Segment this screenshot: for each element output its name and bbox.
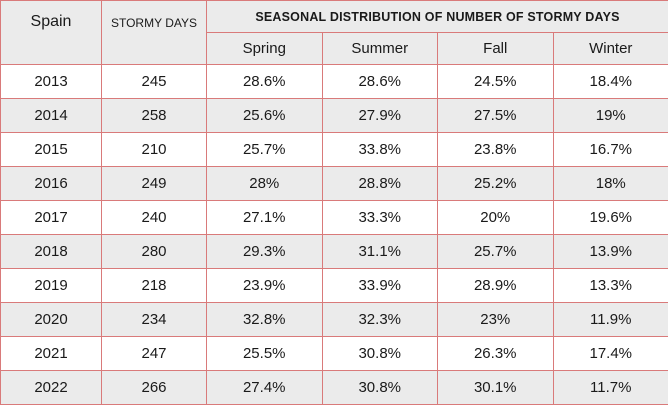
table-row: 2015 210 25.7% 33.8% 23.8% 16.7%	[0, 132, 668, 167]
stormy-days-cell: 249	[101, 166, 207, 201]
summer-cell: 30.8%	[321, 370, 438, 405]
summer-cell: 27.9%	[321, 98, 438, 133]
year-cell: 2016	[0, 166, 102, 201]
spring-cell: 25.7%	[206, 132, 323, 167]
spring-cell: 23.9%	[206, 268, 323, 303]
summer-cell: 33.9%	[321, 268, 438, 303]
year-cell: 2019	[0, 268, 102, 303]
year-cell: 2015	[0, 132, 102, 167]
summer-cell: 33.3%	[321, 200, 438, 235]
summer-cell: 32.3%	[321, 302, 438, 337]
summer-cell: 33.8%	[321, 132, 438, 167]
stormy-days-cell: 247	[101, 336, 207, 371]
spring-cell: 32.8%	[206, 302, 323, 337]
year-cell: 2022	[0, 370, 102, 405]
year-cell: 2017	[0, 200, 102, 235]
stormy-days-cell: 240	[101, 200, 207, 235]
stormy-days-cell: 258	[101, 98, 207, 133]
spring-cell: 27.4%	[206, 370, 323, 405]
winter-cell: 19%	[552, 98, 668, 133]
winter-cell: 17.4%	[552, 336, 668, 371]
spring-cell: 25.6%	[206, 98, 323, 133]
fall-cell: 25.2%	[437, 166, 554, 201]
year-column-header: Spain	[0, 0, 102, 65]
stormy-days-cell: 280	[101, 234, 207, 269]
spring-cell: 28.6%	[206, 64, 323, 99]
year-cell: 2013	[0, 64, 102, 99]
fall-cell: 26.3%	[437, 336, 554, 371]
fall-cell: 24.5%	[437, 64, 554, 99]
fall-cell: 30.1%	[437, 370, 554, 405]
winter-cell: 18%	[552, 166, 668, 201]
table-row: 2016 249 28% 28.8% 25.2% 18%	[0, 166, 668, 201]
spring-cell: 28%	[206, 166, 323, 201]
stormy-days-cell: 245	[101, 64, 207, 99]
winter-cell: 11.9%	[552, 302, 668, 337]
season-header-summer: Summer	[321, 32, 438, 65]
winter-cell: 16.7%	[552, 132, 668, 167]
table-row: 2019 218 23.9% 33.9% 28.9% 13.3%	[0, 268, 668, 303]
table-row: 2014 258 25.6% 27.9% 27.5% 19%	[0, 98, 668, 133]
spring-cell: 25.5%	[206, 336, 323, 371]
table-row: 2021 247 25.5% 30.8% 26.3% 17.4%	[0, 336, 668, 371]
summer-cell: 28.6%	[321, 64, 438, 99]
fall-cell: 23.8%	[437, 132, 554, 167]
stormy-days-column-header: STORMY DAYS	[101, 0, 207, 65]
stormy-days-cell: 234	[101, 302, 207, 337]
fall-cell: 20%	[437, 200, 554, 235]
stormy-days-cell: 266	[101, 370, 207, 405]
fall-cell: 25.7%	[437, 234, 554, 269]
table-row: 2017 240 27.1% 33.3% 20% 19.6%	[0, 200, 668, 235]
seasonal-distribution-header: SEASONAL DISTRIBUTION OF NUMBER OF STORM…	[205, 0, 668, 33]
year-cell: 2020	[0, 302, 102, 337]
spring-cell: 27.1%	[206, 200, 323, 235]
winter-cell: 19.6%	[552, 200, 668, 235]
table-row: 2018 280 29.3% 31.1% 25.7% 13.9%	[0, 234, 668, 269]
table-row: 2022 266 27.4% 30.8% 30.1% 11.7%	[0, 370, 668, 405]
stormy-days-cell: 210	[101, 132, 207, 167]
year-cell: 2021	[0, 336, 102, 371]
table-row: 2013 245 28.6% 28.6% 24.5% 18.4%	[0, 64, 668, 99]
winter-cell: 13.3%	[552, 268, 668, 303]
table-row: 2020 234 32.8% 32.3% 23% 11.9%	[0, 302, 668, 337]
year-cell: 2014	[0, 98, 102, 133]
spring-cell: 29.3%	[206, 234, 323, 269]
fall-cell: 28.9%	[437, 268, 554, 303]
stormy-days-cell: 218	[101, 268, 207, 303]
season-header-spring: Spring	[206, 32, 323, 65]
season-header-winter: Winter	[552, 32, 668, 65]
fall-cell: 27.5%	[437, 98, 554, 133]
winter-cell: 11.7%	[552, 370, 668, 405]
fall-cell: 23%	[437, 302, 554, 337]
summer-cell: 30.8%	[321, 336, 438, 371]
summer-cell: 31.1%	[321, 234, 438, 269]
winter-cell: 13.9%	[552, 234, 668, 269]
summer-cell: 28.8%	[321, 166, 438, 201]
winter-cell: 18.4%	[552, 64, 668, 99]
year-cell: 2018	[0, 234, 102, 269]
season-header-fall: Fall	[437, 32, 554, 65]
